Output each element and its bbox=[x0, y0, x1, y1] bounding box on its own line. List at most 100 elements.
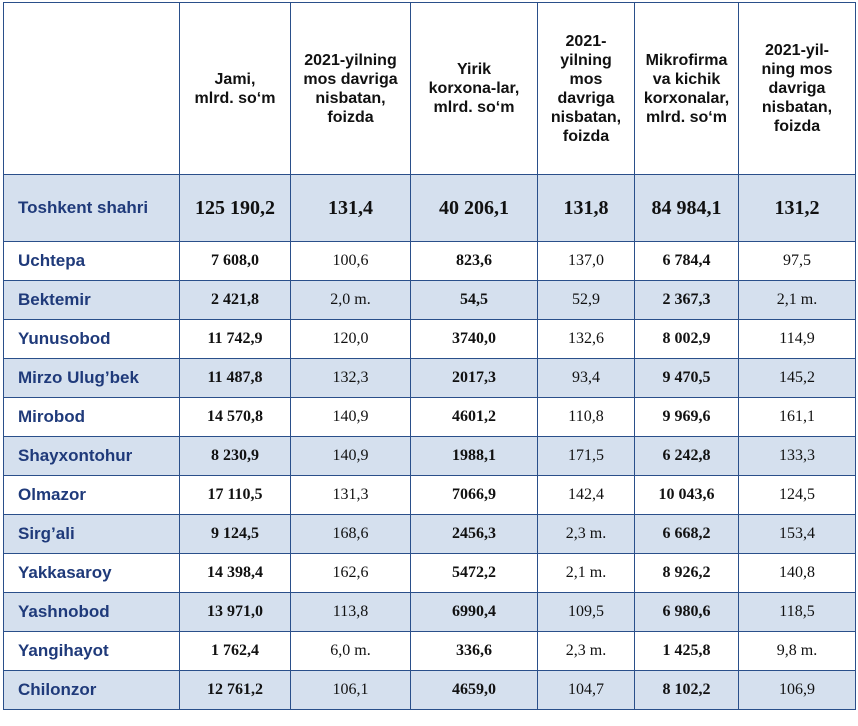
district-total: 7 608,0 bbox=[179, 241, 291, 281]
district-small: 6 668,2 bbox=[634, 514, 739, 554]
header-large-pct: 2021- yilning mos davriga nisbatan, foizda bbox=[537, 2, 635, 175]
district-name: Yunusobod bbox=[3, 319, 180, 359]
district-large: 54,5 bbox=[410, 280, 538, 320]
table-row: Olmazor 17 110,5 131,3 7066,9 142,4 10 043,6 1… bbox=[3, 475, 856, 515]
district-total: 8 230,9 bbox=[179, 436, 291, 476]
district-statistics-table: Jami, mlrd. so‘m 2021-yilning mos davriga n… bbox=[3, 2, 856, 710]
district-total-pct: 106,1 bbox=[290, 670, 411, 710]
district-large: 4601,2 bbox=[410, 397, 538, 437]
district-name: Yangihayot bbox=[3, 631, 180, 671]
table-row: Yakkasaroy 14 398,4 162,6 5472,2 2,1 m. 8 926… bbox=[3, 553, 856, 593]
district-small: 9 969,6 bbox=[634, 397, 739, 437]
district-large-pct: 142,4 bbox=[537, 475, 635, 515]
district-small: 1 425,8 bbox=[634, 631, 739, 671]
district-large-pct: 110,8 bbox=[537, 397, 635, 437]
district-total: 17 110,5 bbox=[179, 475, 291, 515]
total-total-pct: 131,4 bbox=[290, 174, 411, 242]
district-small-pct: 9,8 m. bbox=[738, 631, 856, 671]
header-small-pct: 2021-yil-ning mos davriga nisbatan, foizda bbox=[738, 2, 856, 175]
table-row: Mirobod 14 570,8 140,9 4601,2 110,8 9 969,6 16… bbox=[3, 397, 856, 437]
district-total-pct: 168,6 bbox=[290, 514, 411, 554]
district-total-pct: 140,9 bbox=[290, 436, 411, 476]
header-large: Yirik korxona-lar, mlrd. so‘m bbox=[410, 2, 538, 175]
table-row: Sirg’ali 9 124,5 168,6 2456,3 2,3 m. 6 668,2 1… bbox=[3, 514, 856, 554]
district-total: 14 398,4 bbox=[179, 553, 291, 593]
district-name: Yashnobod bbox=[3, 592, 180, 632]
district-name: Uchtepa bbox=[3, 241, 180, 281]
header-total: Jami, mlrd. so‘m bbox=[179, 2, 291, 175]
district-total-pct: 131,3 bbox=[290, 475, 411, 515]
table-row: Chilonzor 12 761,2 106,1 4659,0 104,7 8 102,2… bbox=[3, 670, 856, 710]
district-total-pct: 113,8 bbox=[290, 592, 411, 632]
district-small: 6 784,4 bbox=[634, 241, 739, 281]
table-row: Yashnobod 13 971,0 113,8 6990,4 109,5 6 980,6… bbox=[3, 592, 856, 632]
district-large-pct: 52,9 bbox=[537, 280, 635, 320]
district-total: 9 124,5 bbox=[179, 514, 291, 554]
district-large-pct: 2,1 m. bbox=[537, 553, 635, 593]
district-total-pct: 120,0 bbox=[290, 319, 411, 359]
district-large: 6990,4 bbox=[410, 592, 538, 632]
district-total-pct: 100,6 bbox=[290, 241, 411, 281]
district-small-pct: 145,2 bbox=[738, 358, 856, 398]
district-total-pct: 162,6 bbox=[290, 553, 411, 593]
district-total: 11 742,9 bbox=[179, 319, 291, 359]
district-small-pct: 97,5 bbox=[738, 241, 856, 281]
district-large: 4659,0 bbox=[410, 670, 538, 710]
district-small: 9 470,5 bbox=[634, 358, 739, 398]
district-total: 11 487,8 bbox=[179, 358, 291, 398]
district-small-pct: 124,5 bbox=[738, 475, 856, 515]
district-large: 2456,3 bbox=[410, 514, 538, 554]
district-large-pct: 104,7 bbox=[537, 670, 635, 710]
district-small-pct: 2,1 m. bbox=[738, 280, 856, 320]
district-large: 3740,0 bbox=[410, 319, 538, 359]
district-small-pct: 114,9 bbox=[738, 319, 856, 359]
district-small: 10 043,6 bbox=[634, 475, 739, 515]
district-name: Yakkasaroy bbox=[3, 553, 180, 593]
total-large-pct: 131,8 bbox=[537, 174, 635, 242]
total-large: 40 206,1 bbox=[410, 174, 538, 242]
district-small: 8 102,2 bbox=[634, 670, 739, 710]
district-large: 1988,1 bbox=[410, 436, 538, 476]
district-large-pct: 137,0 bbox=[537, 241, 635, 281]
total-name: Toshkent shahri bbox=[3, 174, 180, 242]
district-small-pct: 140,8 bbox=[738, 553, 856, 593]
district-total-pct: 2,0 m. bbox=[290, 280, 411, 320]
header-small: Mikrofirma va kichik korxonalar, mlrd. so‘m bbox=[634, 2, 739, 175]
district-name: Bektemir bbox=[3, 280, 180, 320]
district-large-pct: 109,5 bbox=[537, 592, 635, 632]
district-large-pct: 2,3 m. bbox=[537, 631, 635, 671]
district-small: 6 242,8 bbox=[634, 436, 739, 476]
district-small-pct: 133,3 bbox=[738, 436, 856, 476]
district-small-pct: 161,1 bbox=[738, 397, 856, 437]
district-small: 6 980,6 bbox=[634, 592, 739, 632]
total-small-pct: 131,2 bbox=[738, 174, 856, 242]
district-total: 13 971,0 bbox=[179, 592, 291, 632]
table-row: Mirzo Ulug’bek 11 487,8 132,3 2017,3 93,4 9 4… bbox=[3, 358, 856, 398]
district-name: Mirobod bbox=[3, 397, 180, 437]
table-row: Yangihayot 1 762,4 6,0 m. 336,6 2,3 m. 1 425,… bbox=[3, 631, 856, 671]
table-row: Uchtepa 7 608,0 100,6 823,6 137,0 6 784,4 97,5 bbox=[3, 241, 856, 281]
district-large: 336,6 bbox=[410, 631, 538, 671]
district-large: 5472,2 bbox=[410, 553, 538, 593]
district-large: 2017,3 bbox=[410, 358, 538, 398]
total-total: 125 190,2 bbox=[179, 174, 291, 242]
district-small-pct: 106,9 bbox=[738, 670, 856, 710]
district-large: 823,6 bbox=[410, 241, 538, 281]
header-row: Jami, mlrd. so‘m 2021-yilning mos davriga n… bbox=[3, 2, 856, 175]
district-large: 7066,9 bbox=[410, 475, 538, 515]
total-small: 84 984,1 bbox=[634, 174, 739, 242]
district-large-pct: 171,5 bbox=[537, 436, 635, 476]
header-corner bbox=[3, 2, 180, 175]
district-large-pct: 132,6 bbox=[537, 319, 635, 359]
district-total-pct: 6,0 m. bbox=[290, 631, 411, 671]
table-row: Bektemir 2 421,8 2,0 m. 54,5 52,9 2 367,3 2,1 … bbox=[3, 280, 856, 320]
district-total: 2 421,8 bbox=[179, 280, 291, 320]
district-small-pct: 153,4 bbox=[738, 514, 856, 554]
district-large-pct: 93,4 bbox=[537, 358, 635, 398]
table-row: Shayxontohur 8 230,9 140,9 1988,1 171,5 6 242… bbox=[3, 436, 856, 476]
district-small: 8 926,2 bbox=[634, 553, 739, 593]
district-total: 12 761,2 bbox=[179, 670, 291, 710]
district-name: Shayxontohur bbox=[3, 436, 180, 476]
district-small: 2 367,3 bbox=[634, 280, 739, 320]
district-large-pct: 2,3 m. bbox=[537, 514, 635, 554]
